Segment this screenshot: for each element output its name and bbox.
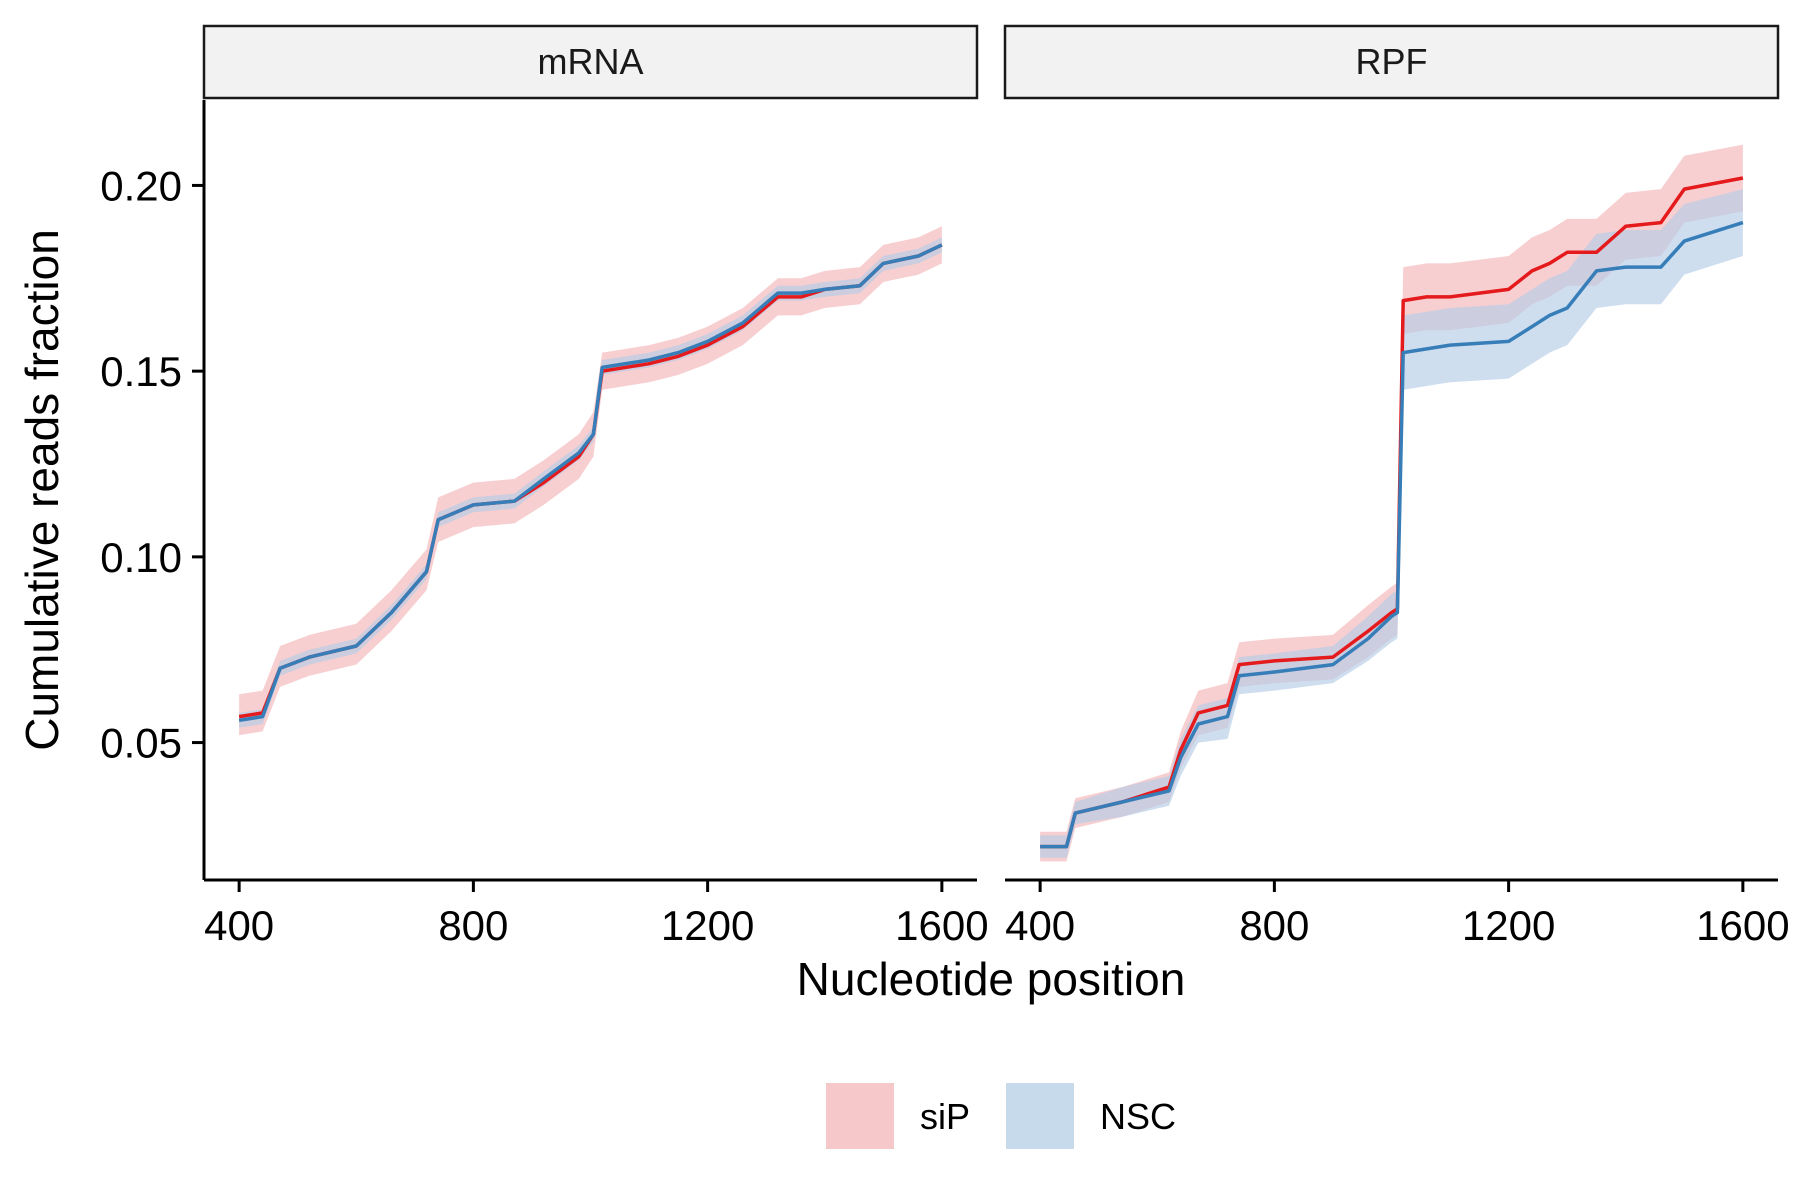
strip-background-rpf (1003, 24, 1780, 100)
legend-key-nsc (1006, 1083, 1074, 1149)
x-ticks-rpf: 400 800 1200 1600 (1005, 880, 1790, 949)
strip-label-mrna: mRNA (538, 41, 644, 82)
strip-label-rpf: RPF (1356, 41, 1428, 82)
legend-label-sip: siP (920, 1096, 970, 1137)
strip-background-mrna (202, 24, 979, 100)
x-tick-label: 400 (204, 902, 274, 949)
panel-mrna: mRNA 400 800 1200 1600 (202, 24, 989, 949)
x-ticks-mrna: 400 800 1200 1600 (204, 880, 989, 949)
legend: siP NSC (826, 1083, 1176, 1149)
x-tick-label: 1600 (1696, 902, 1789, 949)
x-tick-label: 800 (1239, 902, 1309, 949)
y-axis-title: Cumulative reads fraction (16, 229, 68, 751)
y-ticks: 0.05 0.10 0.15 0.20 (100, 162, 204, 767)
y-tick-label: 0.10 (100, 534, 182, 581)
panel-rpf: RPF 400 800 1200 1600 (1003, 24, 1790, 949)
plot-area-rpf (1040, 144, 1744, 862)
x-axis-title: Nucleotide position (797, 953, 1186, 1005)
x-tick-label: 1200 (1462, 902, 1555, 949)
legend-key-sip (826, 1083, 894, 1149)
x-tick-label: 1600 (895, 902, 988, 949)
x-tick-label: 400 (1005, 902, 1075, 949)
y-tick-label: 0.15 (100, 348, 182, 395)
x-tick-label: 1200 (661, 902, 754, 949)
legend-label-nsc: NSC (1100, 1096, 1176, 1137)
y-tick-label: 0.05 (100, 720, 182, 767)
line-nsc-mrna (238, 243, 943, 723)
ribbon-nsc-rpf (1040, 189, 1743, 858)
ribbon-nsc-mrna (239, 237, 942, 728)
line-nsc-rpf (1040, 220, 1744, 849)
ribbon-sip-rpf (1040, 144, 1743, 862)
x-tick-label: 800 (438, 902, 508, 949)
y-tick-label: 0.20 (100, 162, 182, 209)
ribbon-sip-mrna (239, 226, 942, 736)
plot-area-mrna (238, 226, 943, 736)
